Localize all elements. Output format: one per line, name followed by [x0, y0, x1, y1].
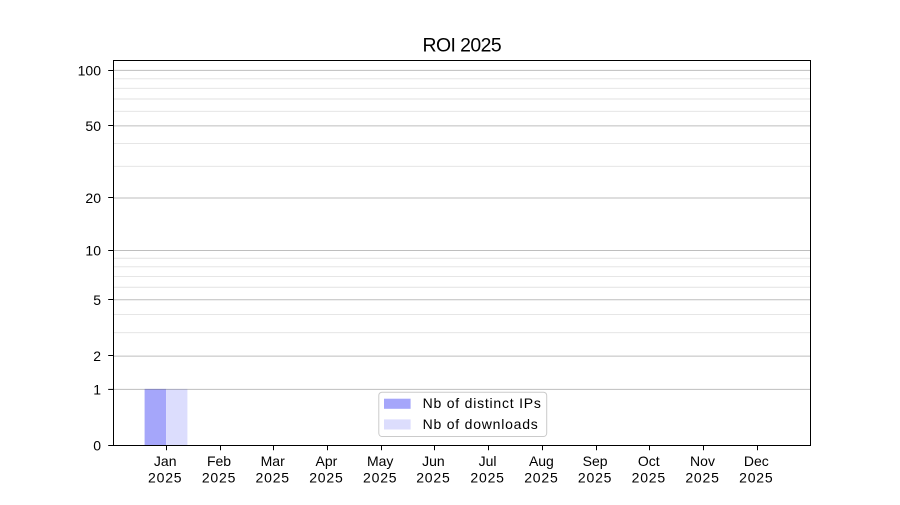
svg-text:2025: 2025 — [632, 469, 666, 485]
svg-text:10: 10 — [85, 243, 101, 259]
svg-text:Apr: Apr — [316, 453, 338, 469]
svg-text:Dec: Dec — [744, 453, 769, 469]
svg-text:2025: 2025 — [524, 469, 558, 485]
svg-text:2025: 2025 — [202, 469, 236, 485]
svg-text:Nb of distinct IPs: Nb of distinct IPs — [423, 395, 542, 411]
svg-text:50: 50 — [85, 118, 101, 134]
svg-text:2025: 2025 — [416, 469, 450, 485]
svg-text:20: 20 — [85, 190, 101, 206]
svg-text:Feb: Feb — [207, 453, 231, 469]
svg-text:Aug: Aug — [529, 453, 554, 469]
svg-text:2025: 2025 — [685, 469, 719, 485]
svg-text:2025: 2025 — [578, 469, 612, 485]
svg-text:2025: 2025 — [256, 469, 290, 485]
svg-text:Nov: Nov — [690, 453, 715, 469]
svg-text:ROI 2025: ROI 2025 — [422, 35, 501, 57]
svg-text:2025: 2025 — [739, 469, 773, 485]
svg-text:2025: 2025 — [148, 469, 182, 485]
svg-text:Jul: Jul — [479, 453, 497, 469]
svg-text:100: 100 — [78, 62, 102, 78]
svg-text:2: 2 — [93, 348, 101, 364]
svg-text:Sep: Sep — [583, 453, 608, 469]
svg-text:Jun: Jun — [422, 453, 445, 469]
svg-text:2025: 2025 — [309, 469, 343, 485]
svg-text:5: 5 — [93, 292, 101, 308]
svg-text:Oct: Oct — [638, 453, 660, 469]
svg-text:1: 1 — [93, 381, 101, 397]
svg-text:Jan: Jan — [154, 453, 177, 469]
svg-text:May: May — [367, 453, 393, 469]
svg-text:2025: 2025 — [470, 469, 504, 485]
svg-text:2025: 2025 — [363, 469, 397, 485]
svg-text:0: 0 — [93, 437, 101, 453]
svg-text:Mar: Mar — [261, 453, 285, 469]
svg-text:Nb of downloads: Nb of downloads — [423, 416, 539, 432]
